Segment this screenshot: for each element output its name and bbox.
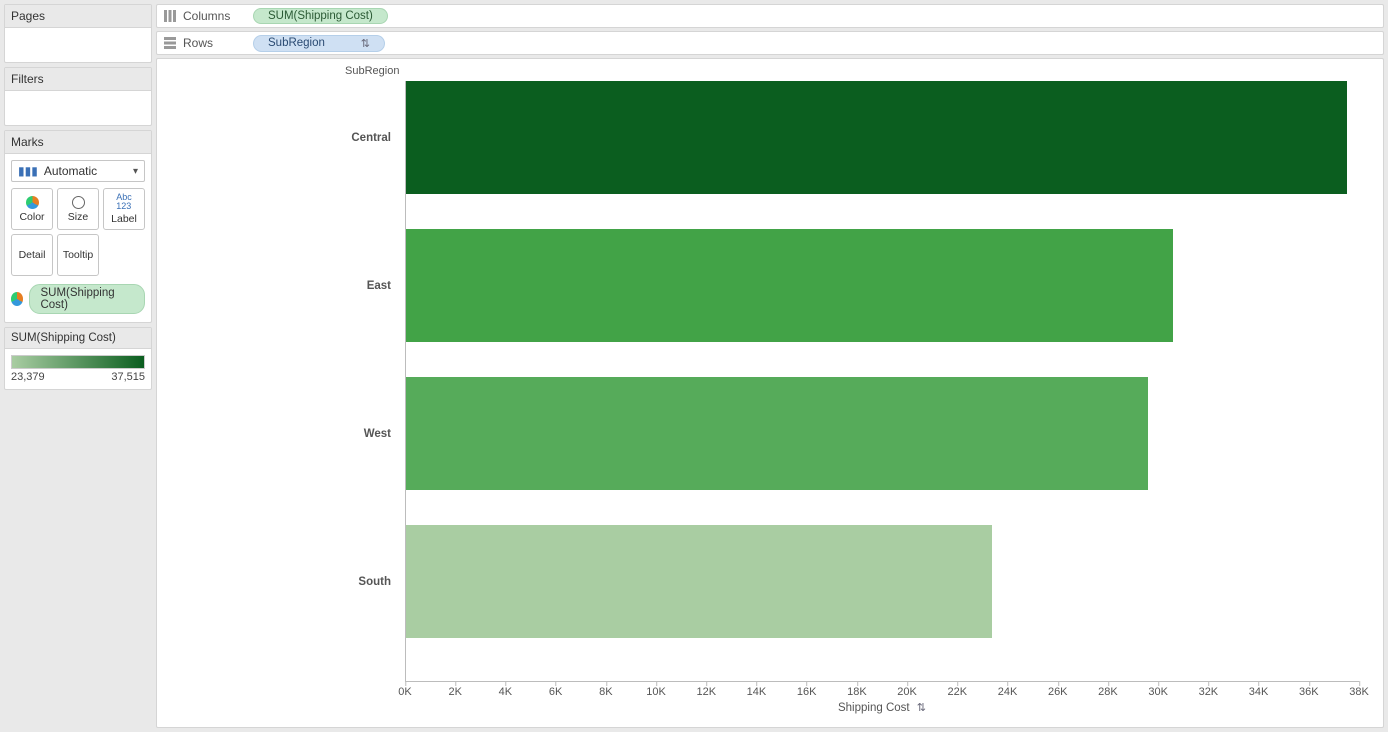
row-label-east: East [367, 280, 391, 292]
x-tick: 30K [1148, 682, 1168, 698]
x-tick: 28K [1098, 682, 1118, 698]
filters-card: Filters [4, 67, 152, 126]
sort-descending-icon: ⇅ [361, 37, 370, 50]
legend-title: SUM(Shipping Cost) [5, 328, 151, 349]
row-label-south: South [358, 576, 391, 588]
size-icon [72, 196, 85, 209]
marks-buttons-row1: Color Size Abc123 Label [11, 188, 145, 230]
color-button[interactable]: Color [11, 188, 53, 230]
x-tick: 10K [646, 682, 666, 698]
x-tick: 18K [847, 682, 867, 698]
x-tick: 12K [696, 682, 716, 698]
columns-shelf-label: Columns [163, 9, 245, 23]
columns-pill[interactable]: SUM(Shipping Cost) [253, 8, 388, 24]
row-label-central: Central [351, 132, 391, 144]
legend-min: 23,379 [11, 371, 45, 383]
filters-shelf-dropzone[interactable] [5, 91, 151, 125]
marks-card-body: ▮▮▮ Automatic ▾ Color Size Abc1 [5, 154, 151, 322]
rows-shelf-label: Rows [163, 36, 245, 50]
row-labels-column: Central East West South [157, 81, 401, 681]
tooltip-button[interactable]: Tooltip [57, 234, 99, 276]
detail-button-label: Detail [19, 249, 46, 261]
color-swatch-icon [11, 292, 23, 306]
label-button[interactable]: Abc123 Label [103, 188, 145, 230]
color-legend-card: SUM(Shipping Cost) 23,379 37,515 [4, 327, 152, 390]
x-tick: 8K [599, 682, 612, 698]
x-tick: 14K [747, 682, 767, 698]
x-tick: 32K [1199, 682, 1219, 698]
rows-icon [163, 36, 177, 50]
x-tick: 22K [948, 682, 968, 698]
legend-labels: 23,379 37,515 [11, 371, 145, 383]
rows-pill-text: SubRegion [268, 37, 325, 49]
x-axis-label: Shipping Cost ⇅ [405, 701, 1359, 714]
row-label-west: West [364, 428, 391, 440]
left-sidebar: Pages Filters Marks ▮▮▮ Automatic ▾ [0, 0, 156, 732]
legend-max: 37,515 [111, 371, 145, 383]
x-tick: 34K [1249, 682, 1269, 698]
columns-icon [163, 9, 177, 23]
bar-west[interactable] [406, 377, 1148, 490]
marks-card-header: Marks [5, 131, 151, 154]
mark-type-dropdown[interactable]: ▮▮▮ Automatic ▾ [11, 160, 145, 182]
main-area: Columns SUM(Shipping Cost) Rows SubRegio… [156, 0, 1388, 732]
size-button-label: Size [68, 211, 88, 223]
color-shelf-entry[interactable]: SUM(Shipping Cost) [11, 284, 145, 314]
bar-south[interactable] [406, 525, 992, 638]
viz-field-title: SubRegion [345, 65, 399, 77]
visualization-panel: SubRegion Central East West South 0K 2K 4K 6K 8… [156, 58, 1384, 728]
tooltip-button-label: Tooltip [63, 249, 93, 261]
legend-gradient[interactable] [11, 355, 145, 369]
rows-shelf[interactable]: Rows SubRegion ⇅ [156, 31, 1384, 55]
x-tick: 20K [897, 682, 917, 698]
bar-central[interactable] [406, 81, 1347, 194]
legend-body: 23,379 37,515 [5, 349, 151, 389]
color-icon [26, 196, 39, 209]
x-axis: 0K2K4K6K8K10K12K14K16K18K20K22K24K26K28K… [405, 681, 1359, 727]
pages-card: Pages [4, 4, 152, 63]
chevron-down-icon: ▾ [133, 166, 138, 177]
mark-type-label: Automatic [44, 164, 97, 178]
x-tick: 38K [1349, 682, 1369, 698]
size-button[interactable]: Size [57, 188, 99, 230]
marks-buttons-row2: Detail Tooltip [11, 234, 145, 276]
x-axis-label-text: Shipping Cost [838, 702, 910, 714]
x-tick: 2K [448, 682, 461, 698]
x-tick: 6K [549, 682, 562, 698]
x-tick: 24K [998, 682, 1018, 698]
plot-area [405, 81, 1359, 681]
x-tick: 0K [398, 682, 411, 698]
bar-chart-icon: ▮▮▮ [18, 164, 38, 178]
sort-descending-icon: ⇅ [917, 702, 926, 714]
x-tick: 16K [797, 682, 817, 698]
pages-card-header: Pages [5, 5, 151, 28]
x-tick: 4K [499, 682, 512, 698]
detail-button[interactable]: Detail [11, 234, 53, 276]
label-button-label: Label [111, 213, 137, 225]
marks-card: Marks ▮▮▮ Automatic ▾ Color [4, 130, 152, 323]
app-root: Pages Filters Marks ▮▮▮ Automatic ▾ [0, 0, 1388, 732]
color-button-label: Color [19, 211, 44, 223]
rows-pill[interactable]: SubRegion ⇅ [253, 35, 385, 52]
rows-label-text: Rows [183, 36, 213, 50]
x-ticks: 0K2K4K6K8K10K12K14K16K18K20K22K24K26K28K… [405, 681, 1359, 699]
x-tick: 26K [1048, 682, 1068, 698]
columns-shelf[interactable]: Columns SUM(Shipping Cost) [156, 4, 1384, 28]
pages-shelf-dropzone[interactable] [5, 28, 151, 62]
bar-east[interactable] [406, 229, 1173, 342]
color-shelf-pill[interactable]: SUM(Shipping Cost) [29, 284, 145, 314]
x-tick: 36K [1299, 682, 1319, 698]
label-icon: Abc123 [116, 193, 132, 211]
filters-card-header: Filters [5, 68, 151, 91]
columns-label-text: Columns [183, 9, 230, 23]
